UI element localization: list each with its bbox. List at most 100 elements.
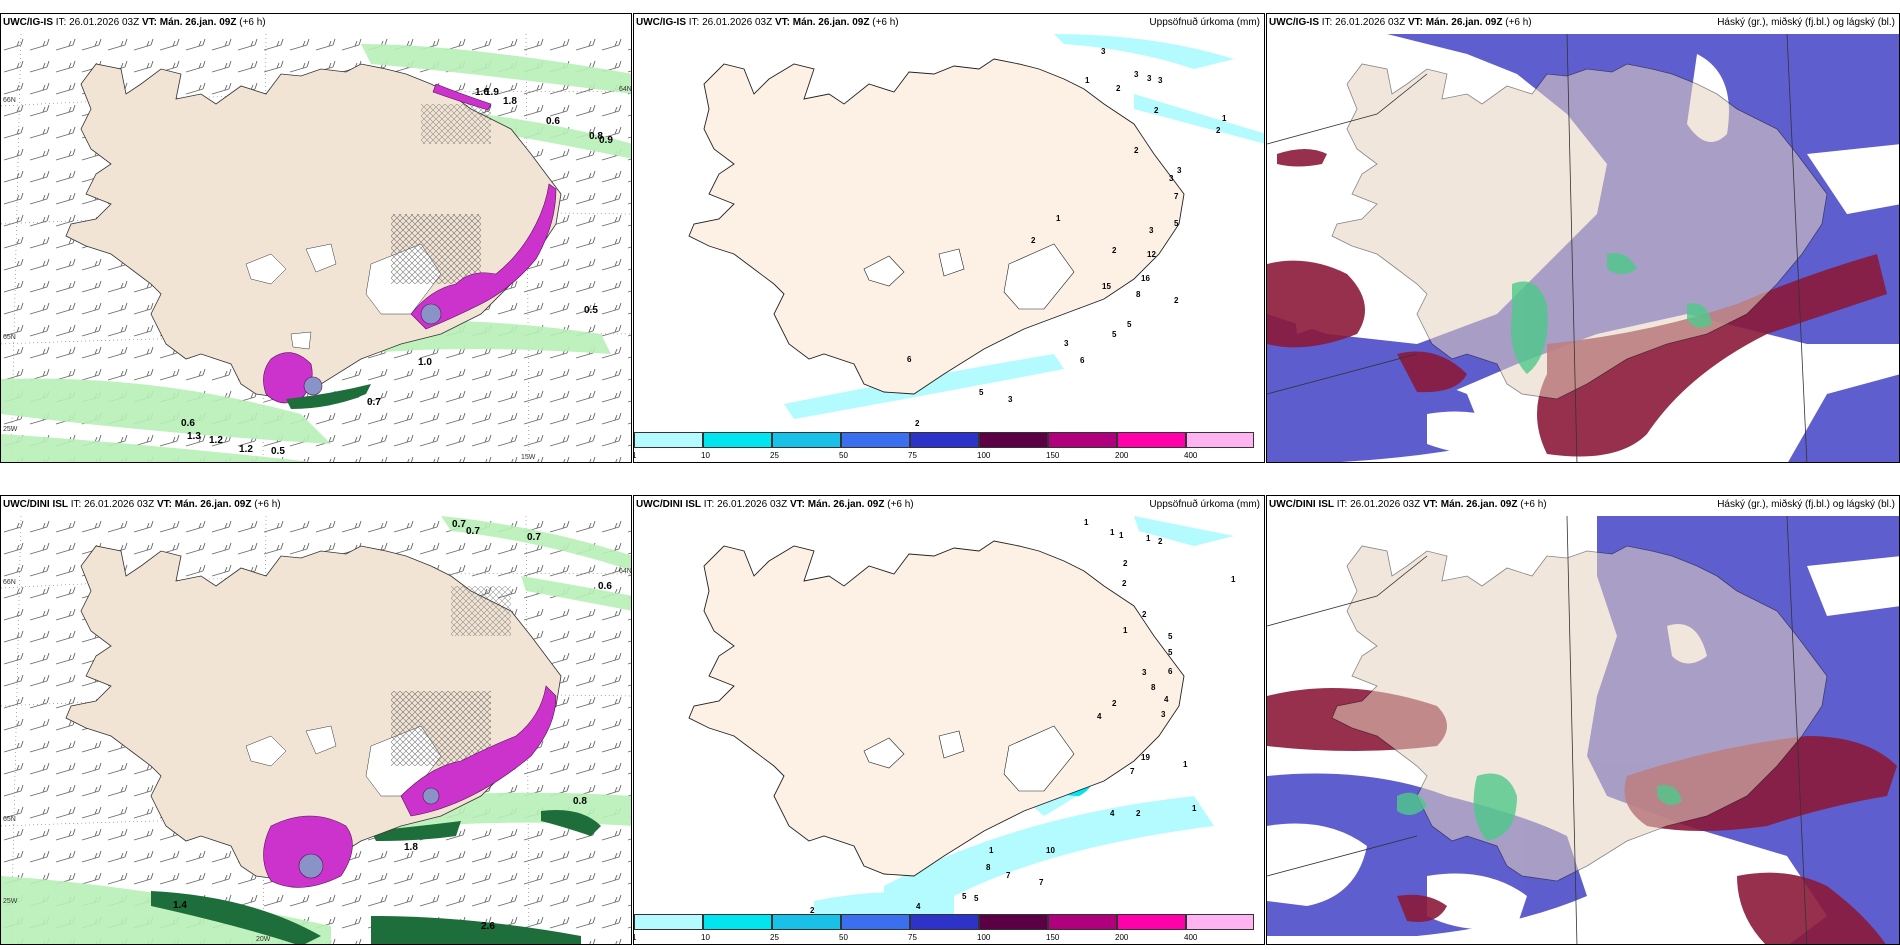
wind-label: 1.2 (209, 435, 223, 446)
wind-label: 0.7 (527, 532, 541, 543)
colorbar-tick: 50 (839, 933, 848, 942)
lon-label: 25W (3, 426, 18, 433)
precip-label: 8 (986, 863, 991, 872)
precip-map (688, 34, 1264, 419)
colorbar: 1 10 25 50 75 100 150 200 400 (634, 914, 1254, 942)
panel-cloud-dini: UWC/DINI ISL IT: 26.01.2026 03Z VT: Mán.… (1266, 495, 1900, 945)
precip-label: 5 (962, 892, 967, 901)
precip-label: 19 (1141, 753, 1150, 762)
colorbar-segment: 25 (770, 432, 841, 460)
precip-label: 2 (1136, 809, 1141, 818)
colorbar-segment: 100 (977, 914, 1048, 942)
wind-label: 0.8 (589, 131, 603, 142)
precip-label: 2 (1174, 296, 1179, 305)
dark-green-band (151, 810, 601, 944)
colorbar-segment: 200 (1115, 914, 1186, 942)
glaciers (863, 725, 1075, 792)
panel-precip-dini: UWC/DINI ISL IT: 26.01.2026 03Z VT: Mán.… (633, 495, 1265, 945)
colorbar-segment: 10 (701, 914, 772, 942)
wind-map (1, 33, 631, 462)
precip-label: 3 (1177, 166, 1182, 175)
precip-label: 1 (1085, 76, 1090, 85)
lon-label: 15W (521, 454, 536, 461)
colorbar-tick: 1 (634, 933, 636, 942)
precip-label: 2 (1031, 236, 1036, 245)
colorbar-segment: 150 (1046, 914, 1117, 942)
lat-label: 65N (3, 816, 16, 823)
panel-cloud-ig: UWC/IG-IS IT: 26.01.2026 03Z VT: Mán. 26… (1266, 13, 1900, 463)
panel-title: Háský (gr.), miðský (fj.bl.) og lágský (… (1717, 17, 1895, 28)
wind-label: 0.8 (573, 796, 587, 807)
precip-label: 1 (989, 846, 994, 855)
wind-label: 0.5 (271, 446, 285, 457)
precip-label: 1 (1123, 626, 1128, 635)
lon-label: 25W (3, 898, 18, 905)
colorbar-segment: 100 (977, 432, 1048, 460)
colorbar-tick: 200 (1115, 933, 1129, 942)
panel-header: UWC/DINI ISL IT: 26.01.2026 03Z VT: Mán.… (1269, 499, 1547, 510)
precip-label: 2 (1112, 699, 1117, 708)
colorbar-tick: 10 (701, 451, 710, 460)
colorbar-tick: 400 (1184, 933, 1198, 942)
colorbar-tick: 1 (634, 451, 636, 460)
colorbar-tick: 75 (908, 451, 917, 460)
precip-label: 3 (1149, 226, 1154, 235)
panel-title: Uppsöfnuð úrkoma (mm) (1149, 17, 1260, 28)
precip-label: 3 (1169, 174, 1174, 183)
precip-label: 15 (1102, 282, 1111, 291)
panel-header: UWC/DINI ISL IT: 26.01.2026 03Z VT: Mán.… (636, 499, 914, 510)
precip-label: 5 (1112, 330, 1117, 339)
precip-label: 5 (1174, 219, 1179, 228)
precip-magenta (263, 83, 557, 404)
precip-label: 7 (1130, 767, 1135, 776)
precip-magenta (263, 685, 557, 888)
map-outline (1267, 515, 1808, 944)
panel-wind-dini: UWC/DINI ISL IT: 26.01.2026 03Z VT: Mán.… (0, 495, 632, 945)
colorbar-tick: 25 (770, 933, 779, 942)
hatch-region (421, 104, 491, 144)
wind-label: 0.6 (598, 581, 612, 592)
panel-title: Háský (gr.), miðský (fj.bl.) og lágský (… (1717, 499, 1895, 510)
precip-label: 2 (1112, 246, 1117, 255)
precip-label: 2 (1216, 126, 1221, 135)
lat-label: 66N (3, 579, 16, 586)
colorbar-segment: 200 (1115, 432, 1186, 460)
precip-label: 1 (1183, 760, 1188, 769)
colorbar-tick: 25 (770, 451, 779, 460)
lat-label: 64N (619, 86, 632, 93)
colorbar-tick: 75 (908, 933, 917, 942)
panel-header: UWC/IG-IS IT: 26.01.2026 03Z VT: Mán. 26… (636, 17, 899, 28)
precip-label: 6 (1080, 356, 1085, 365)
wind-label: 0.6 (181, 418, 195, 429)
lat-label: 65N (3, 334, 16, 341)
colorbar-tick: 150 (1046, 933, 1060, 942)
precip-label: 5 (1168, 648, 1173, 657)
wind-label: 1.6 (475, 87, 489, 98)
precip-label: 3 (1134, 70, 1139, 79)
precip-label: 6 (907, 355, 912, 364)
wind-label: 0.7 (367, 397, 381, 408)
colorbar-tick: 200 (1115, 451, 1129, 460)
wind-green-bands (1, 44, 631, 462)
wind-label: 0.7 (452, 519, 466, 530)
precip-label: 5 (1127, 320, 1132, 329)
precip-label: 2 (1122, 579, 1127, 588)
precip-label: 6 (1168, 667, 1173, 676)
wind-label: 0.9 (599, 135, 613, 146)
hatch-region (391, 691, 491, 766)
wind-label: 0.7 (466, 526, 480, 537)
cloud-green (1397, 773, 1682, 841)
lon-label: 20W (256, 936, 271, 943)
panel-header: UWC/IG-IS IT: 26.01.2026 03Z VT: Mán. 26… (1269, 17, 1532, 28)
precip-label: 7 (1006, 871, 1011, 880)
precip-label: 3 (1101, 47, 1106, 56)
precip-label: 1 (1222, 114, 1227, 123)
precip-label: 1 (1056, 214, 1061, 223)
wind-label: 1.8 (404, 842, 418, 853)
wind-label: 1.4 (173, 900, 187, 911)
precip-label: 16 (1141, 274, 1150, 283)
precip-map (688, 516, 1234, 916)
glaciers (863, 243, 1075, 310)
wind-label: 1.0 (418, 357, 432, 368)
colorbar-segment: 75 (908, 914, 979, 942)
